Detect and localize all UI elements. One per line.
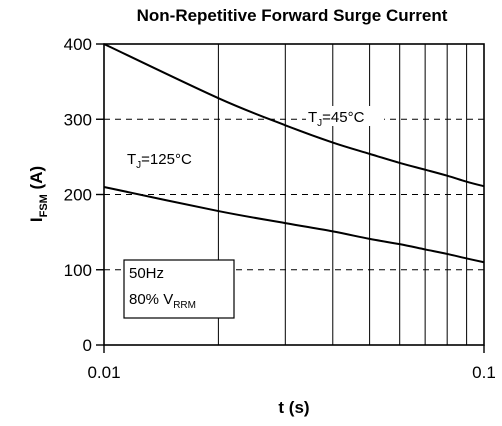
series-line-0 — [103, 43, 485, 188]
series-label-tj-125-main: T — [127, 151, 136, 168]
x-axis-title: t (s) — [278, 398, 309, 417]
conditions-box — [123, 259, 235, 319]
y-axis-title-unit: (A) — [27, 166, 46, 194]
x-axis-ticks: 0.01 0.1 — [87, 345, 496, 382]
series-label-tj-45-main: T — [308, 109, 317, 126]
series-label-tj-45-rest: =45°C — [322, 109, 364, 126]
y-axis-title: IFSM (A) — [27, 166, 50, 222]
series-line-1 — [103, 185, 485, 264]
y-tick-label-3: 300 — [64, 110, 92, 129]
y-tick-label-1: 100 — [64, 261, 92, 280]
series-label-tj-45: TJ=45°C — [308, 109, 365, 129]
conditions-voltage: 80% VRRM — [129, 291, 196, 311]
conditions-voltage-sub: RRM — [173, 300, 196, 311]
horizontal-gridlines — [104, 118, 484, 271]
series-label-bg-45 — [306, 106, 384, 126]
vertical-gridlines — [217, 44, 468, 345]
series-label-tj-45-sub: J — [317, 118, 322, 129]
chart-title: Non-Repetitive Forward Surge Current — [137, 6, 448, 25]
y-axis-title-sub: FSM — [38, 194, 50, 217]
series-label-tj-125-sub: J — [136, 160, 141, 171]
series-lines — [103, 43, 485, 264]
conditions-voltage-main: 80% V — [129, 291, 173, 308]
series-label-tj-125-rest: =125°C — [141, 151, 192, 168]
y-axis-title-main: I — [27, 217, 46, 222]
y-tick-label-4: 400 — [64, 35, 92, 54]
y-tick-label-0: 0 — [83, 336, 92, 355]
x-tick-label-1: 0.1 — [472, 363, 496, 382]
y-axis-ticks: 0 100 200 300 400 — [64, 35, 104, 355]
y-tick-label-2: 200 — [64, 186, 92, 205]
conditions-frequency: 50Hz — [129, 265, 164, 282]
series-label-tj-125: TJ=125°C — [127, 151, 192, 171]
x-tick-label-0: 0.01 — [87, 363, 120, 382]
